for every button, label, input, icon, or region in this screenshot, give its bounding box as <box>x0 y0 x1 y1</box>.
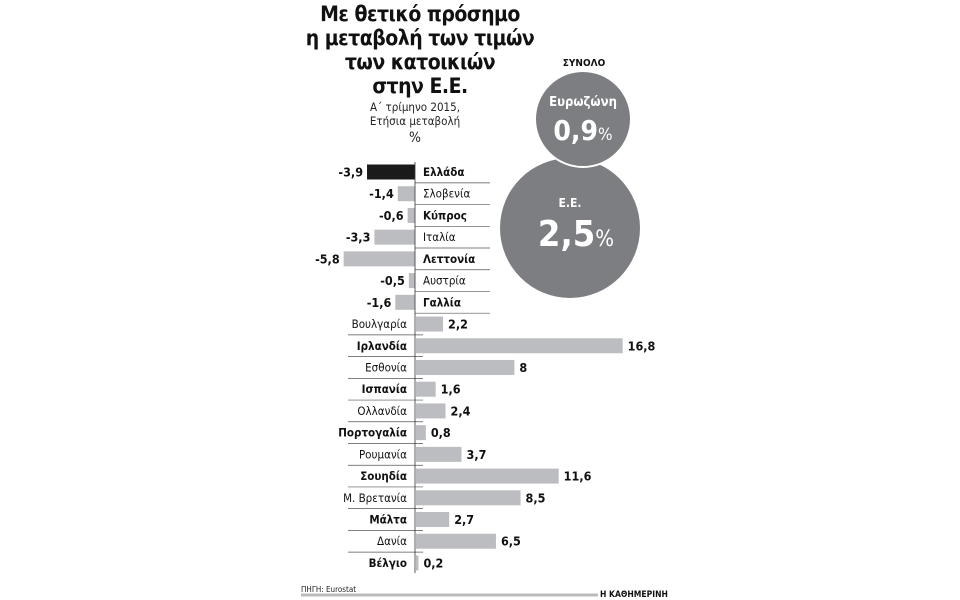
category-label: Ολλανδία <box>357 404 407 418</box>
eurozone-circle <box>534 70 632 168</box>
category-label: Βέλγιο <box>369 556 407 570</box>
bar <box>416 555 419 571</box>
value-label: 8,5 <box>526 490 546 505</box>
value-label: 2,2 <box>448 317 468 332</box>
value-label: -0,5 <box>380 273 405 288</box>
eurozone-label: Ευρωζώνη <box>549 95 617 110</box>
bar <box>408 273 415 289</box>
category-label: Ρουμανία <box>359 447 407 461</box>
value-label: -5,8 <box>315 251 340 266</box>
chart-subtitle: Α΄ τρίμηνο 2015, Ετήσια μεταβολή <box>369 100 461 128</box>
bar <box>416 425 426 441</box>
value-label: -0,6 <box>379 208 404 223</box>
category-label: Μάλτα <box>369 513 407 527</box>
bar <box>416 381 436 397</box>
bar <box>367 164 415 180</box>
bar <box>416 446 462 462</box>
value-label: 0,2 <box>423 555 443 570</box>
bar <box>407 207 415 223</box>
category-label: Λεττονία <box>423 252 475 266</box>
source-note: ΠΗΓΗ: Eurostat <box>301 585 357 594</box>
value-label: 8 <box>519 360 527 375</box>
category-label: Ιταλία <box>423 230 456 244</box>
eu-value: 2,5% <box>538 214 614 255</box>
category-label: Γαλλία <box>423 295 461 309</box>
category-label: Δανία <box>377 534 407 548</box>
bar <box>395 294 415 310</box>
category-label: Σλοβενία <box>423 187 470 201</box>
category-label: Εσθονία <box>365 360 407 374</box>
unit-label: % <box>409 130 421 146</box>
category-label: Βουλγαρία <box>352 317 408 331</box>
category-label: Κύπρος <box>423 208 467 222</box>
totals-heading: ΣΥΝΟΛΟ <box>563 58 606 69</box>
bar <box>416 403 446 419</box>
bar <box>416 468 559 484</box>
value-label: -1,6 <box>367 295 392 310</box>
value-label: 16,8 <box>628 338 656 353</box>
value-label: 0,8 <box>431 425 451 440</box>
category-label: Μ. Βρετανία <box>343 491 407 505</box>
bar <box>416 359 515 375</box>
category-label: Ιρλανδία <box>357 339 407 353</box>
chart-title: Με θετικό πρόσημο η μεταβολή των τιμών των… <box>305 2 535 98</box>
bar <box>397 186 415 202</box>
value-label: 3,7 <box>467 447 487 462</box>
category-label: Σουηδία <box>360 469 407 483</box>
bar <box>416 316 444 332</box>
value-label: -3,9 <box>338 165 363 180</box>
value-label: 6,5 <box>501 534 521 549</box>
value-label: -1,4 <box>369 186 394 201</box>
category-label: Ισπανία <box>362 382 407 396</box>
value-label: 2,7 <box>454 512 474 527</box>
bar <box>416 533 496 549</box>
category-label: Πορτογαλία <box>338 426 407 440</box>
eurozone-value: 0,9% <box>553 114 612 147</box>
bar <box>343 251 415 267</box>
bar <box>374 229 415 245</box>
bar <box>416 512 450 528</box>
eu-circle <box>500 158 640 298</box>
category-label: Ελλάδα <box>423 165 465 179</box>
value-label: -3,3 <box>346 230 371 245</box>
brand-logo: Η ΚΑΘΗΜΕΡΙΝΗ <box>600 590 668 600</box>
value-label: 11,6 <box>564 469 592 484</box>
category-label: Αυστρία <box>423 274 466 288</box>
value-label: 1,6 <box>441 382 461 397</box>
bar <box>416 490 521 506</box>
bar <box>416 338 623 354</box>
eu-label: Ε.Ε. <box>559 196 582 210</box>
value-label: 2,4 <box>451 403 471 418</box>
